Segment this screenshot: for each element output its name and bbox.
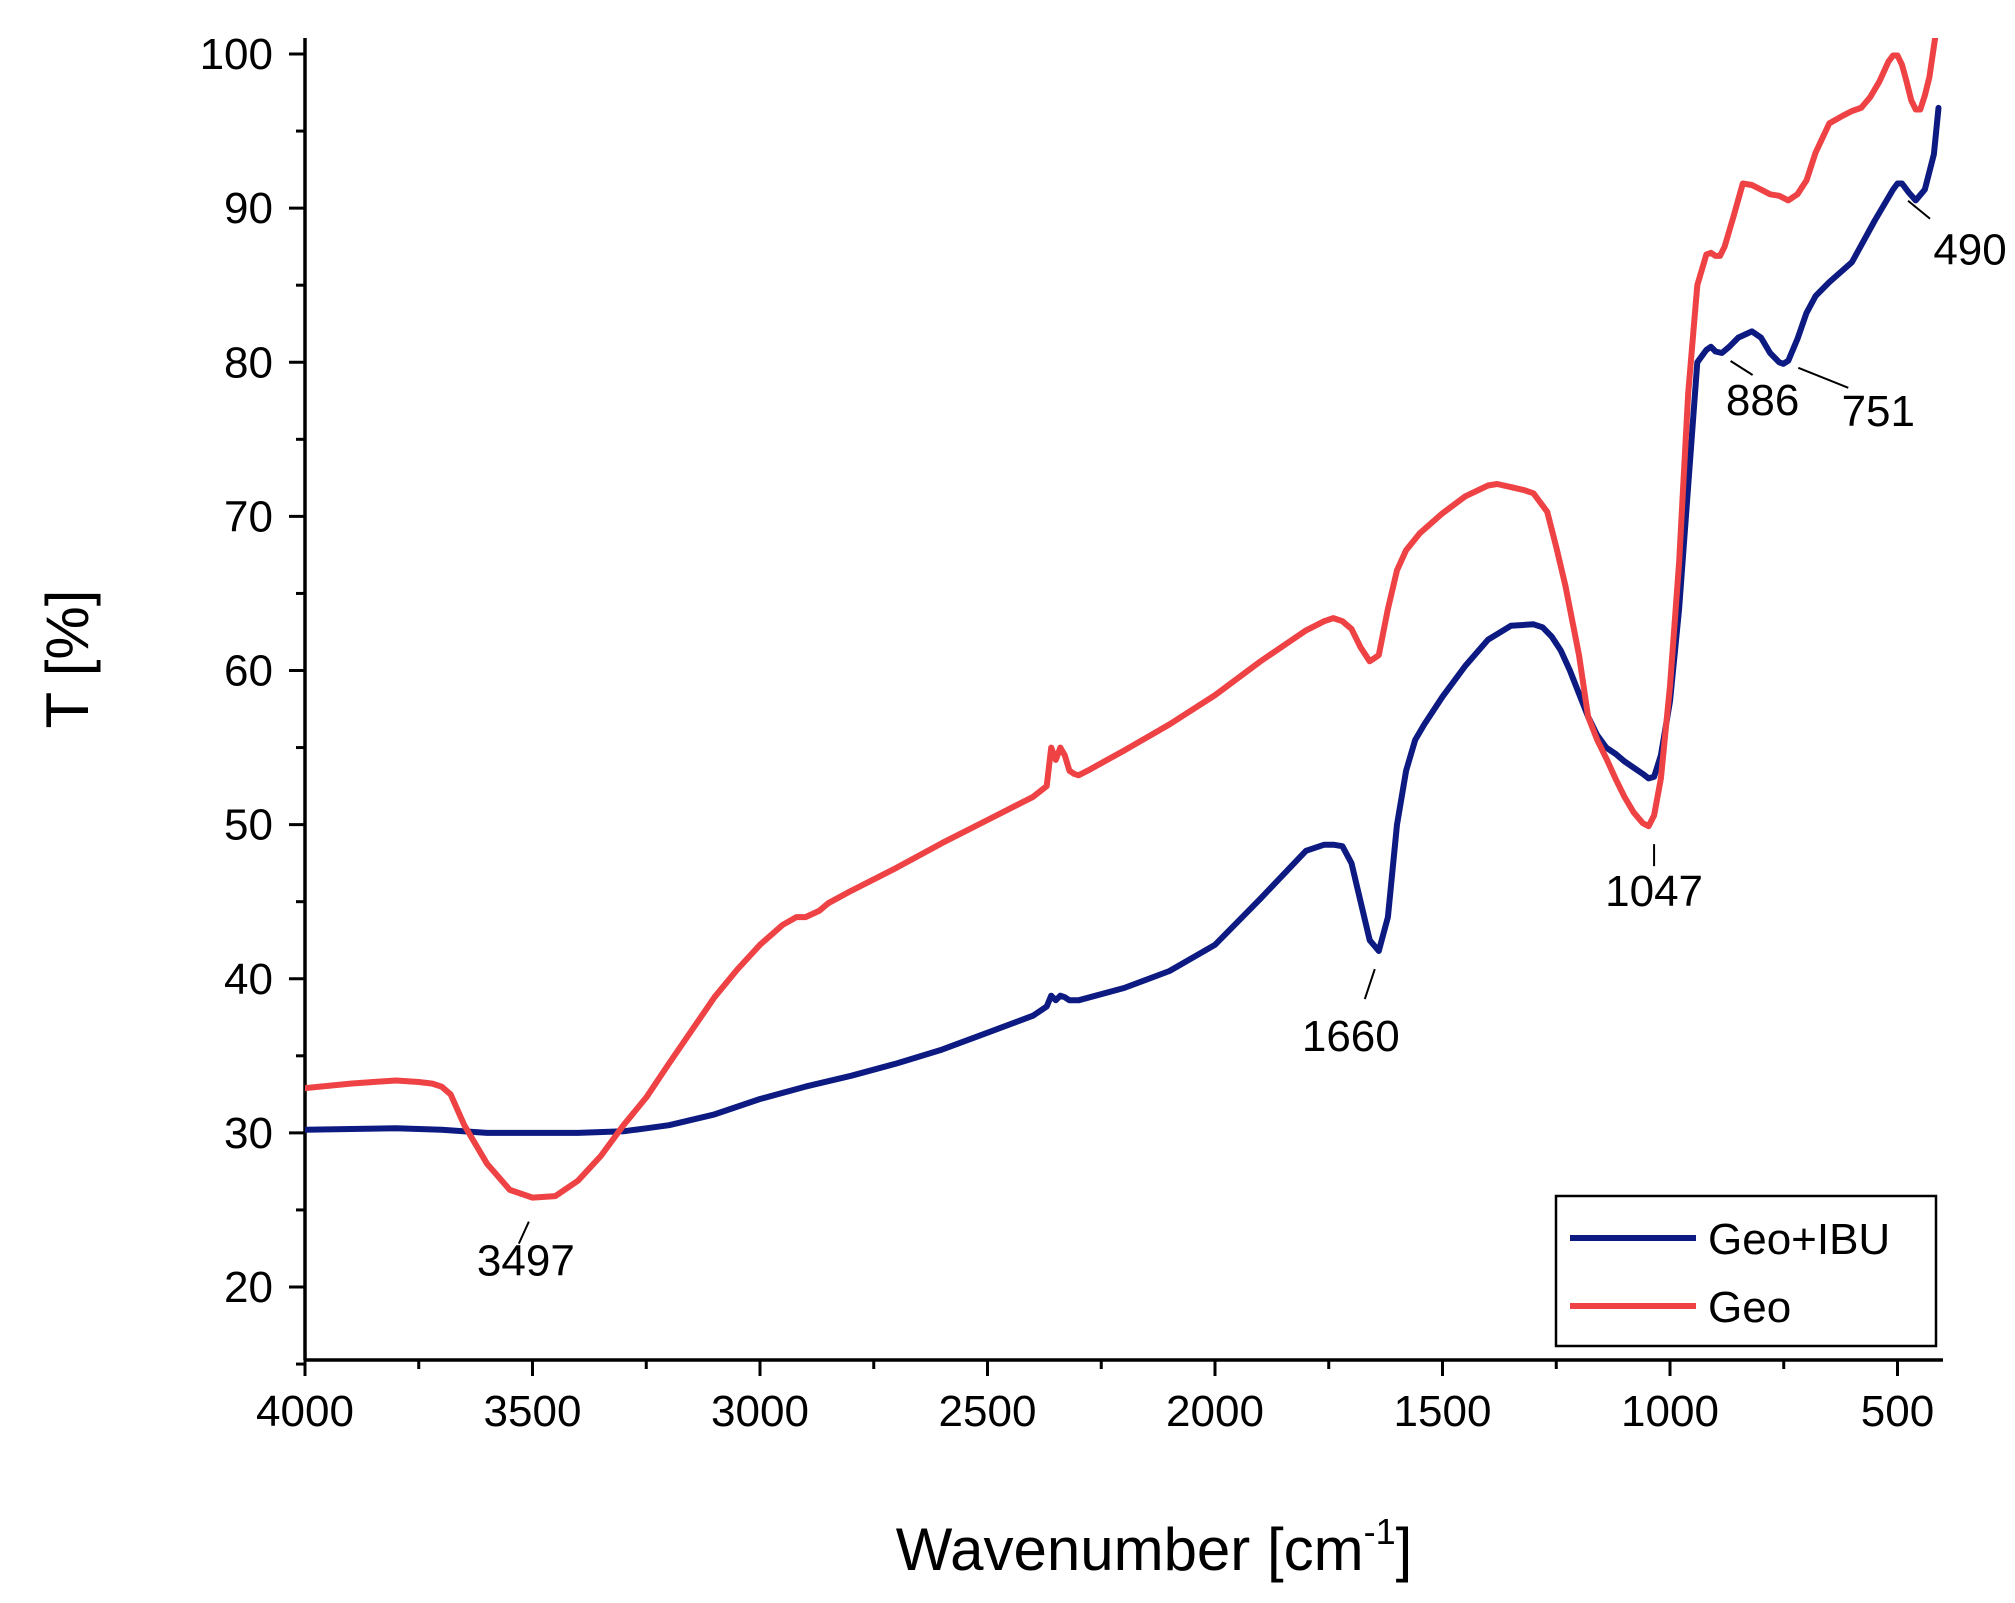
peak-annotations: 3497 1660 1047 886 751 490: [477, 199, 2007, 1286]
peak-label-886: 886: [1726, 376, 1799, 425]
axis-titles: Wavenumber [cm-1] T [%]: [34, 590, 1412, 1583]
legend-label: Geo+IBU: [1708, 1215, 1890, 1264]
legend-box: [1554, 1194, 1938, 1348]
x-tick-label: 500: [1861, 1387, 1934, 1436]
y-tick-label: 30: [224, 1109, 273, 1158]
x-axis-title: Wavenumber [cm-1]: [896, 1511, 1413, 1583]
y-tick-label: 40: [224, 955, 273, 1004]
y-tick-label: 90: [224, 184, 273, 233]
x-tick-label: 3000: [711, 1387, 809, 1436]
legend-label: Geo: [1708, 1283, 1791, 1332]
legend: Geo+IBU Geo: [1554, 1194, 1938, 1348]
x-tick-label: 1500: [1394, 1387, 1492, 1436]
annotation-leader: [1730, 360, 1754, 376]
x-tick-label: 2000: [1166, 1387, 1264, 1436]
x-tick-label: 3500: [484, 1387, 582, 1436]
y-tick-label: 50: [224, 801, 273, 850]
y-tick-label: 80: [224, 338, 273, 387]
peak-label-490: 490: [1933, 226, 2006, 275]
annotation-leader: [1907, 199, 1931, 220]
plot-area: [305, 38, 1942, 1201]
y-tick-label: 70: [224, 492, 273, 541]
y-tick-label: 20: [224, 1263, 273, 1312]
x-tick-label: 4000: [256, 1387, 354, 1436]
series-line-geo: [305, 38, 1939, 1201]
peak-label-1660: 1660: [1302, 1012, 1400, 1061]
axes: 20 30 40 50 60 70 80 90 100 4000 3500 3000 2500 2000 1…: [200, 30, 1943, 1436]
annotation-leader: [1797, 366, 1849, 389]
x-tick-label: 2500: [939, 1387, 1037, 1436]
annotation-leader: [1363, 968, 1376, 1000]
peak-label-3497: 3497: [477, 1237, 575, 1286]
y-tick-label: 100: [200, 30, 273, 79]
peak-label-751: 751: [1842, 387, 1915, 436]
series-line-geo-ibu: [305, 104, 1942, 1136]
y-tick-label: 60: [224, 647, 273, 696]
peak-label-1047: 1047: [1605, 867, 1703, 916]
annotation-leader: [517, 1221, 530, 1245]
y-axis-title: T [%]: [34, 590, 101, 729]
x-tick-label: 1000: [1621, 1387, 1719, 1436]
